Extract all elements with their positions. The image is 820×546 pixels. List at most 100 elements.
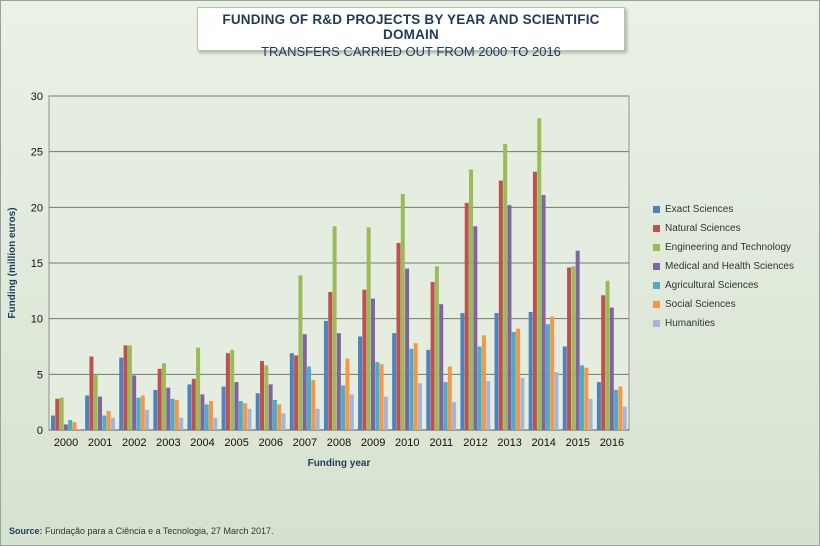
bar-2014-4 (545, 324, 550, 430)
x-tick-label: 2008 (327, 437, 351, 449)
legend-item: Medical and Health Sciences (653, 257, 794, 276)
bar-2010-1 (396, 242, 401, 430)
bar-2005-0 (221, 386, 226, 430)
bar-2008-6 (349, 394, 354, 430)
bar-2003-0 (153, 389, 158, 430)
bar-2002-5 (140, 395, 145, 430)
y-tick-label: 30 (31, 91, 43, 103)
x-tick-label: 2000 (54, 437, 78, 449)
bar-2007-0 (289, 353, 294, 430)
bar-2011-6 (452, 402, 457, 430)
source-note: Source: Fundação para a Ciência e a Tecn… (9, 526, 274, 536)
bar-2001-0 (85, 395, 90, 430)
x-tick-label: 2006 (259, 437, 283, 449)
bar-2001-5 (106, 411, 111, 430)
bar-2002-2 (127, 345, 132, 430)
bar-2001-1 (89, 356, 94, 430)
bar-2007-3 (302, 334, 307, 430)
bar-2014-2 (537, 118, 542, 431)
bar-2003-3 (166, 387, 171, 430)
bar-2012-4 (477, 346, 482, 430)
bar-2012-5 (481, 335, 486, 430)
bar-2015-0 (562, 346, 567, 430)
chart-title-box: FUNDING OF R&D PROJECTS BY YEAR AND SCIE… (197, 7, 625, 59)
bar-2006-5 (277, 404, 282, 430)
bar-2002-4 (136, 397, 141, 430)
x-tick-label: 2005 (224, 437, 248, 449)
y-tick-label: 0 (37, 425, 43, 437)
bar-2001-2 (93, 374, 98, 430)
bar-2016-4 (614, 389, 619, 430)
bar-2015-6 (588, 398, 593, 430)
bar-2013-4 (511, 332, 516, 430)
legend-swatch (653, 320, 660, 327)
bar-2011-3 (439, 304, 444, 430)
bar-2000-0 (51, 415, 56, 430)
bar-2006-0 (255, 393, 260, 430)
y-tick-label: 25 (31, 147, 43, 159)
bar-2008-5 (345, 358, 350, 430)
legend-label: Exact Sciences (665, 204, 734, 215)
bar-2004-2 (196, 347, 201, 430)
bar-2010-5 (413, 343, 418, 430)
bar-2006-2 (264, 365, 269, 430)
bar-2001-3 (98, 396, 103, 430)
legend-item: Engineering and Technology (653, 238, 794, 257)
legend-label: Engineering and Technology (665, 242, 792, 253)
source-label: Source: (9, 526, 43, 536)
chart-subtitle: TRANSFERS CARRIED OUT FROM 2000 TO 2016 (261, 44, 561, 59)
x-tick-label: 2010 (395, 437, 419, 449)
bar-2011-2 (434, 266, 439, 430)
bar-2004-4 (204, 404, 209, 430)
bar-2016-2 (605, 280, 610, 430)
bar-2007-1 (294, 355, 299, 430)
bar-2016-0 (596, 382, 601, 430)
bar-2003-4 (170, 398, 175, 430)
bar-2005-2 (230, 349, 235, 430)
bar-2011-5 (447, 366, 452, 430)
x-tick-label: 2002 (122, 437, 146, 449)
legend-item: Humanities (653, 314, 794, 333)
x-tick-label: 2001 (88, 437, 112, 449)
bar-2015-3 (575, 250, 580, 430)
legend-swatch (653, 206, 660, 213)
source-text: Fundação para a Ciência e a Tecnologia, … (42, 526, 274, 536)
bar-2012-2 (469, 169, 474, 431)
x-tick-label: 2011 (430, 437, 454, 449)
bar-2003-6 (179, 417, 184, 430)
bar-2012-3 (473, 226, 478, 430)
legend-label: Natural Sciences (665, 223, 741, 234)
bar-2003-5 (174, 399, 179, 430)
bar-2008-1 (328, 291, 333, 430)
bar-2002-1 (123, 345, 128, 430)
bar-2010-6 (417, 383, 422, 430)
bar-2011-4 (443, 382, 448, 430)
x-tick-label: 2007 (293, 437, 317, 449)
bar-2006-6 (281, 413, 286, 430)
x-tick-label: 2004 (190, 437, 214, 449)
x-axis-title: Funding year (308, 458, 371, 469)
bar-2011-0 (426, 349, 431, 430)
bar-2003-1 (157, 368, 162, 430)
bar-2013-1 (498, 180, 503, 430)
bar-2007-4 (307, 366, 312, 430)
y-tick-label: 20 (31, 202, 43, 214)
bar-2002-0 (119, 357, 124, 430)
bar-2000-3 (63, 424, 68, 430)
bar-2013-5 (516, 328, 521, 430)
bar-2002-3 (132, 375, 137, 430)
x-tick-label: 2003 (156, 437, 180, 449)
legend-swatch (653, 263, 660, 270)
legend-label: Humanities (665, 318, 716, 329)
bar-2005-1 (225, 353, 230, 430)
bar-2000-2 (59, 397, 64, 430)
x-tick-label: 2013 (497, 437, 521, 449)
bar-2002-6 (145, 409, 150, 430)
bar-2001-6 (110, 417, 115, 430)
legend-label: Social Sciences (665, 299, 736, 310)
bar-2008-4 (341, 385, 346, 430)
bar-2005-5 (243, 403, 248, 430)
bar-2009-6 (383, 396, 388, 430)
